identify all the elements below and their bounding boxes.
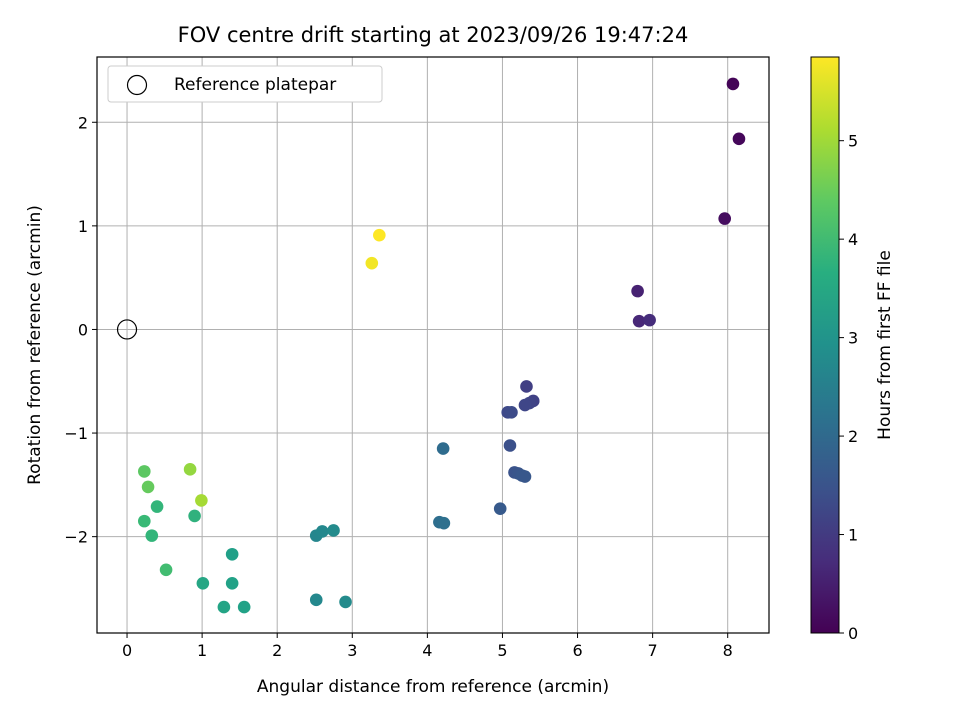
data-point [195, 494, 208, 507]
x-tick-label: 3 [347, 641, 357, 660]
data-point [138, 465, 151, 478]
data-point [225, 547, 239, 561]
x-axis-label: Angular distance from reference (arcmin) [257, 677, 609, 697]
data-point [339, 595, 352, 609]
data-point [520, 380, 533, 393]
data-point [327, 524, 340, 537]
colorbar-tick-label: 1 [848, 526, 858, 545]
y-tick-label: 1 [78, 217, 88, 236]
data-point [493, 502, 507, 515]
y-tick-label: −1 [64, 424, 88, 443]
data-point [159, 563, 173, 577]
data-point [518, 470, 532, 483]
x-tick-label: 1 [197, 641, 207, 660]
data-points [138, 77, 746, 614]
legend-label: Reference platepar [174, 75, 336, 95]
colorbar-ticks: 0 1 2 3 4 5 [839, 132, 858, 643]
data-point [309, 593, 323, 607]
colorbar [810, 56, 840, 634]
data-point [518, 398, 532, 412]
data-point [718, 212, 732, 225]
data-point [365, 256, 379, 270]
reference-platepar-marker [116, 319, 138, 340]
data-point [437, 516, 451, 530]
x-tick-label: 7 [648, 641, 658, 660]
chart-title: FOV centre drift starting at 2023/09/26 … [178, 23, 689, 47]
legend: Reference platepar [107, 65, 383, 103]
data-point [643, 313, 656, 327]
x-tick-label: 0 [122, 641, 132, 660]
data-point [141, 480, 155, 494]
legend-reference-marker [126, 74, 148, 96]
y-tick-label: −2 [64, 528, 88, 547]
x-tick-label: 8 [723, 641, 733, 660]
legend-box [107, 65, 383, 103]
x-axis-ticks: 0 1 2 3 4 5 6 7 8 [122, 633, 733, 660]
grid [97, 57, 769, 633]
colorbar-tick-label: 3 [848, 329, 858, 348]
reference-marker-group [116, 319, 138, 340]
data-point [150, 500, 164, 513]
colorbar-label: Hours from first FF file [875, 250, 895, 440]
y-tick-label: 0 [78, 320, 88, 339]
data-point [196, 576, 210, 590]
data-point [138, 514, 151, 528]
x-tick-label: 6 [572, 641, 582, 660]
data-point [632, 314, 646, 328]
data-point [732, 132, 746, 146]
plot-frame [96, 56, 770, 634]
data-point [183, 463, 197, 476]
y-tick-label: 2 [78, 113, 88, 132]
data-point [505, 406, 518, 419]
y-axis-ticks: −2 −1 0 1 2 [64, 113, 97, 547]
x-tick-label: 5 [497, 641, 507, 660]
data-point [315, 525, 329, 538]
data-point [503, 439, 517, 452]
data-point [726, 77, 740, 91]
data-point [237, 600, 251, 614]
colorbar-tick-label: 4 [848, 230, 858, 249]
colorbar-tick-label: 2 [848, 427, 858, 446]
data-point [145, 529, 159, 542]
x-tick-label: 2 [272, 641, 282, 660]
data-point [217, 600, 231, 614]
data-point [188, 509, 201, 523]
data-point [373, 228, 386, 242]
data-point [631, 284, 644, 298]
colorbar-tick-label: 0 [848, 624, 858, 643]
data-point [225, 576, 239, 590]
data-point [436, 442, 450, 455]
colorbar-tick-label: 5 [848, 132, 858, 151]
y-axis-label: Rotation from reference (arcmin) [25, 205, 45, 485]
x-tick-label: 4 [422, 641, 432, 660]
